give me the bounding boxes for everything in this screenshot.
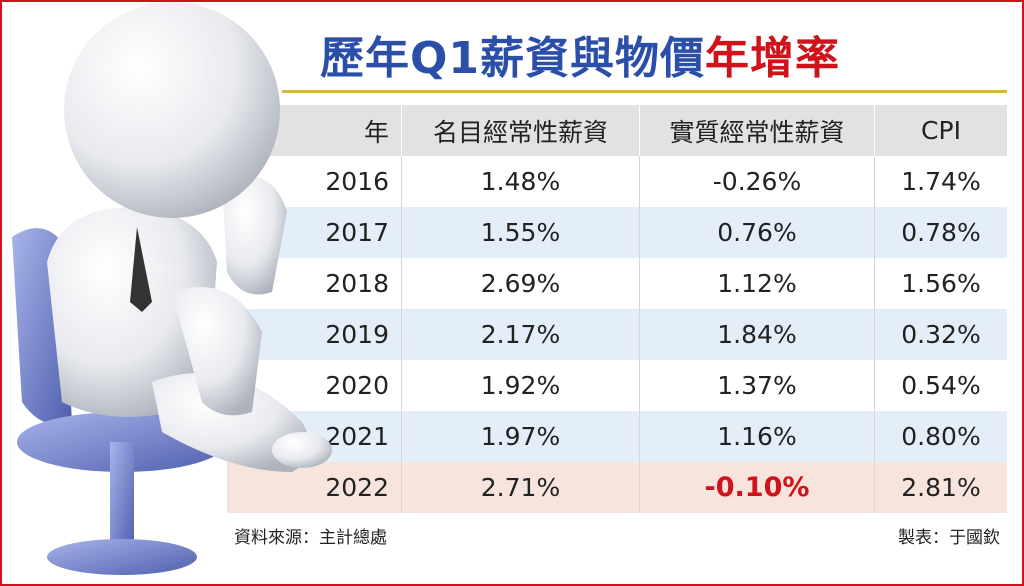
maker-note: 製表：于國欽 [898,528,1000,548]
table-row: 2021 1.97% 1.16% 0.80% [227,411,1007,462]
value-cell: 1.56% [901,269,981,298]
value-cell: 0.76% [640,207,875,258]
year-cell: 2021 [227,411,402,462]
value-cell: 1.48% [402,156,640,207]
table-row: 2019 2.17% 1.84% 0.32% [227,309,1007,360]
year-cell: 2017 [227,207,402,258]
title: 歷年Q1薪資與物價年增率 [320,22,840,86]
table: 年名目經常性薪資 實質經常性薪資 CPI 2016 1.48% -0.26% 1.74% 20… [227,105,1007,513]
value-cell: 2.71% [402,462,640,513]
value-cell: 0.80% [901,422,981,451]
value-cell: 0.32% [901,320,981,349]
value-cell: 1.12% [640,258,875,309]
value-cell: 1.74% [901,167,981,196]
value-cell: 1.84% [640,309,875,360]
year-cell: 2022 [227,462,402,513]
table-row: 2018 2.69% 1.12% 1.56% [227,258,1007,309]
header-row: 年名目經常性薪資 實質經常性薪資 CPI [227,105,1007,156]
year-cell: 2020 [227,360,402,411]
value-cell: 1.16% [640,411,875,462]
value-cell: 0.54% [901,371,981,400]
value-cell: 1.92% [402,360,640,411]
table-row: 2022 2.71% -0.10% 2.81% [227,462,1007,513]
value-cell: 2.69% [402,258,640,309]
column-header: 實質經常性薪資 [640,105,875,156]
table-row: 2020 1.92% 1.37% 0.54% [227,360,1007,411]
table-row: 2016 1.48% -0.26% 1.74% [227,156,1007,207]
year-cell: 2016 [227,156,402,207]
value-cell: 0.78% [901,218,981,247]
title-highlight: 年增率 [705,33,841,84]
column-header: 年 [227,105,402,156]
column-header: 名目經常性薪資 [402,105,640,156]
column-header: CPI [921,116,961,145]
year-cell: 2018 [227,258,402,309]
value-cell: 2.81% [901,473,981,502]
value-cell: -0.26% [640,156,875,207]
table-row: 2017 1.55% 0.76% 0.78% [227,207,1007,258]
value-cell: 1.55% [402,207,640,258]
year-cell: 2019 [227,309,402,360]
value-cell: -0.10% [640,462,875,513]
source-note: 資料來源：主計總處 [234,528,387,548]
title-rule [282,90,1007,93]
title-main: 歷年Q1薪資與物價 [320,33,706,84]
value-cell: 1.97% [402,411,640,462]
value-cell: 2.17% [402,309,640,360]
value-cell: 1.37% [640,360,875,411]
